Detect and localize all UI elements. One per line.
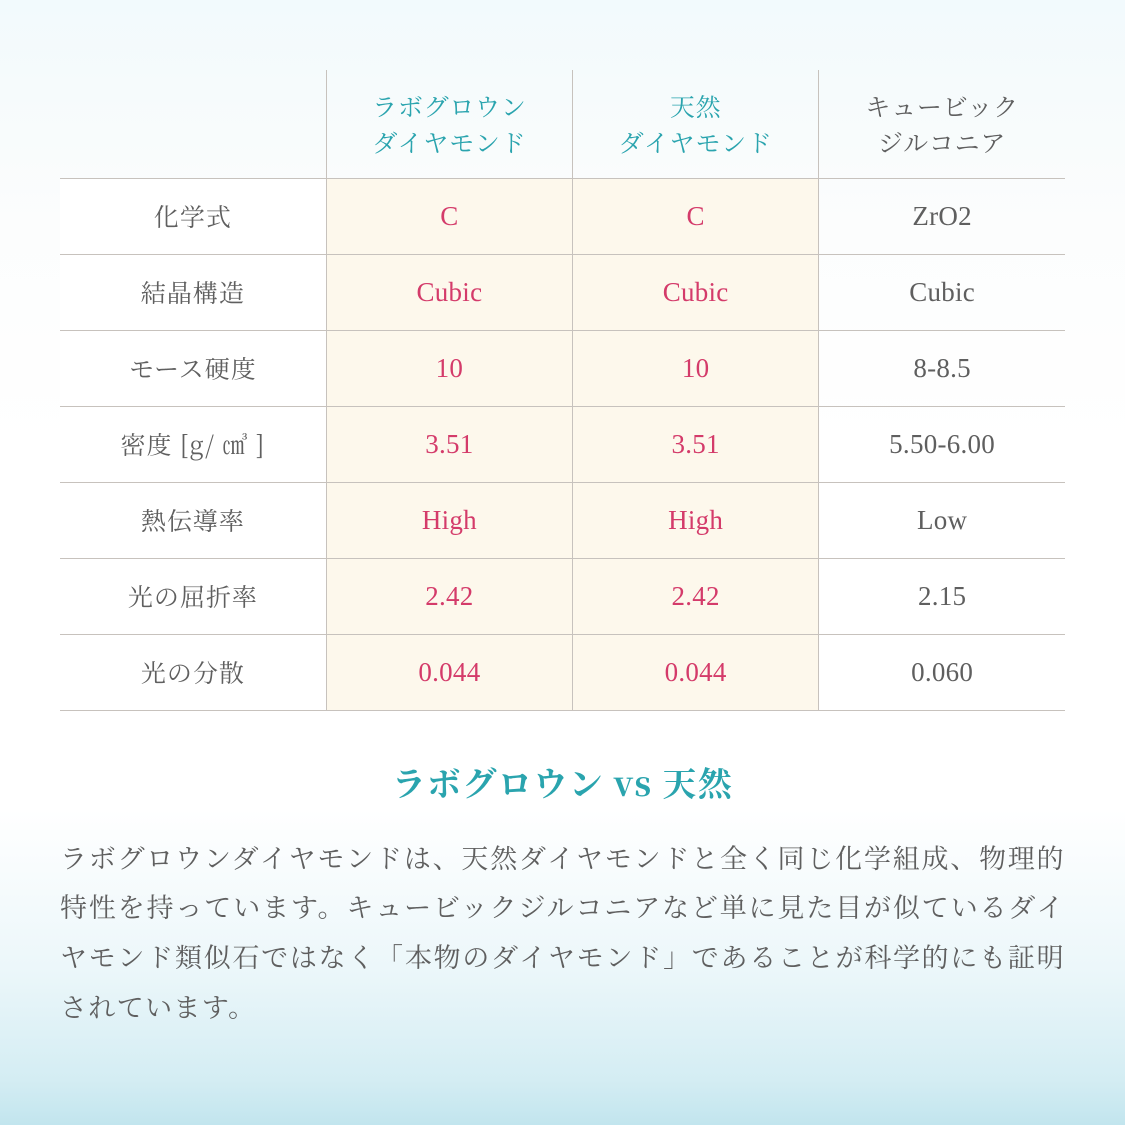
- cell: High: [326, 482, 572, 558]
- comparison-table: ラボグロウン ダイヤモンド 天然 ダイヤモンド キュービック ジルコニア 化学式…: [60, 70, 1065, 711]
- cell: C: [326, 178, 572, 254]
- cell: Cubic: [819, 254, 1065, 330]
- cell: 0.044: [326, 634, 572, 710]
- cell: 2.15: [819, 558, 1065, 634]
- cell: 5.50-6.00: [819, 406, 1065, 482]
- table-row: 光の分散 0.044 0.044 0.060: [60, 634, 1065, 710]
- cell: 10: [573, 330, 819, 406]
- table-row: 熱伝導率 High High Low: [60, 482, 1065, 558]
- col-header-cz: キュービック ジルコニア: [819, 70, 1065, 178]
- table-row: 光の屈折率 2.42 2.42 2.15: [60, 558, 1065, 634]
- table-corner-blank: [60, 70, 326, 178]
- cell: 10: [326, 330, 572, 406]
- cell: C: [573, 178, 819, 254]
- cell: Cubic: [573, 254, 819, 330]
- col-header-labgrown: ラボグロウン ダイヤモンド: [326, 70, 572, 178]
- table-row: 密度 [g/ ㎤ ] 3.51 3.51 5.50-6.00: [60, 406, 1065, 482]
- cell: High: [573, 482, 819, 558]
- row-label: 密度 [g/ ㎤ ]: [60, 406, 326, 482]
- cell: 0.044: [573, 634, 819, 710]
- row-label: 熱伝導率: [60, 482, 326, 558]
- row-label: 結晶構造: [60, 254, 326, 330]
- cell: Cubic: [326, 254, 572, 330]
- cell: Low: [819, 482, 1065, 558]
- table-header-row: ラボグロウン ダイヤモンド 天然 ダイヤモンド キュービック ジルコニア: [60, 70, 1065, 178]
- cell: 3.51: [573, 406, 819, 482]
- table-row: 結晶構造 Cubic Cubic Cubic: [60, 254, 1065, 330]
- cell: ZrO2: [819, 178, 1065, 254]
- row-label: 光の分散: [60, 634, 326, 710]
- cell: 8-8.5: [819, 330, 1065, 406]
- row-label: 化学式: [60, 178, 326, 254]
- col-header-natural: 天然 ダイヤモンド: [573, 70, 819, 178]
- cell: 2.42: [326, 558, 572, 634]
- cell: 3.51: [326, 406, 572, 482]
- section-headline: ラボグロウン vs 天然: [60, 757, 1065, 806]
- section-body: ラボグロウンダイヤモンドは、天然ダイヤモンドと全く同じ化学組成、物理的特性を持っ…: [60, 832, 1065, 1032]
- cell: 2.42: [573, 558, 819, 634]
- row-label: モース硬度: [60, 330, 326, 406]
- row-label: 光の屈折率: [60, 558, 326, 634]
- table-row: 化学式 C C ZrO2: [60, 178, 1065, 254]
- table-row: モース硬度 10 10 8-8.5: [60, 330, 1065, 406]
- cell: 0.060: [819, 634, 1065, 710]
